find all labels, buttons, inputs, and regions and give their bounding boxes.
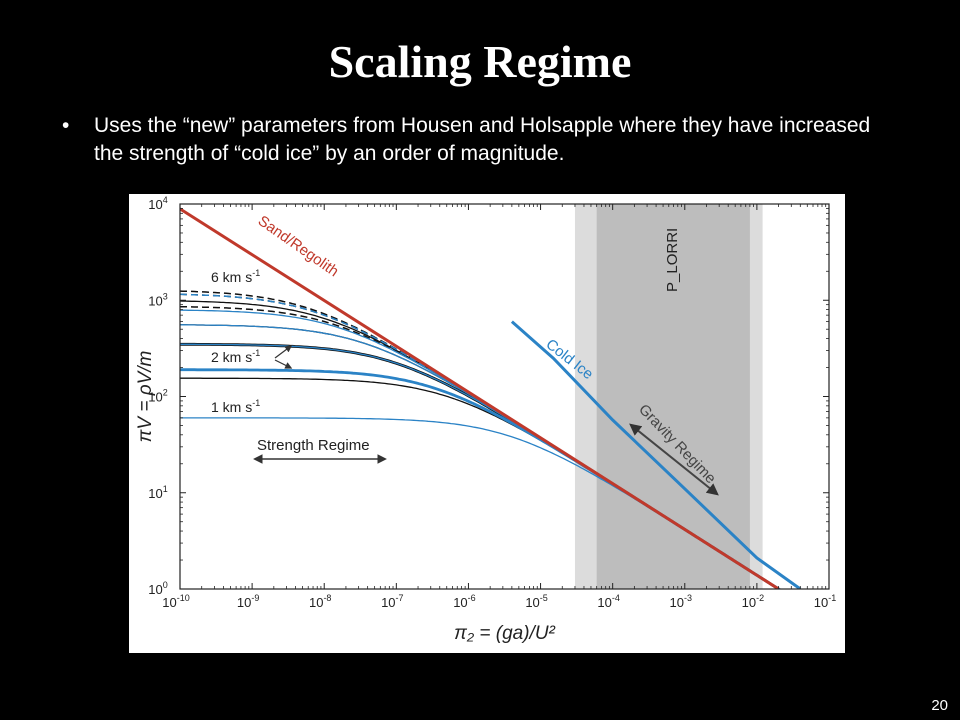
gravity-regime-arrow [629, 423, 719, 496]
y-tick-label: 102 [148, 388, 167, 405]
x-axis-label: π₂ = (ga)/U² [454, 623, 555, 644]
x-tick-label: 10-6 [453, 593, 475, 610]
x-tick-label: 10-2 [742, 593, 764, 610]
velocity-2-pointer-down [274, 359, 293, 369]
page-number: 20 [931, 697, 948, 714]
bullet-dot-icon: • [62, 114, 70, 137]
x-tick-label: 10-3 [670, 593, 692, 610]
slide-title: Scaling Regime [328, 36, 632, 87]
velocity-label-1: 1 km s-1 [211, 398, 260, 415]
x-tick-label: 10-8 [309, 593, 331, 610]
x-tick-label: 10-4 [597, 593, 619, 610]
bullet-point: • Uses the “new” parameters from Housen … [62, 112, 902, 168]
velocity-label-2: 2 km s-1 [211, 348, 260, 365]
x-tick-label: 10-7 [381, 593, 403, 610]
x-tick-label: 10-10 [162, 593, 189, 610]
scaling-chart: 10-10 10-9 10-8 10-7 10-6 10-5 10-4 10-3 10-2 10-… [129, 194, 845, 653]
y-tick-label: 103 [148, 291, 167, 308]
velocity-2-pointer-up [274, 345, 293, 359]
bullet-text: Uses the “new” parameters from Housen an… [94, 114, 871, 165]
y-tick-label: 104 [148, 195, 167, 212]
sand-regolith-label: Sand/Regolith [255, 212, 342, 280]
x-tick-label: 10-9 [237, 593, 259, 610]
y-tick-label: 101 [148, 484, 167, 501]
sand-regolith-line [180, 207, 780, 589]
strength-regime-label: Strength Regime [257, 437, 370, 454]
p-lorri-label: P_LORRI [664, 228, 681, 292]
y-tick-label: 100 [148, 580, 167, 597]
y-axis-label: πV = ρV/m [135, 351, 156, 443]
chart-svg: 10-10 10-9 10-8 10-7 10-6 10-5 10-4 10-3 10-2 10-… [135, 195, 836, 644]
velocity-label-6: 6 km s-1 [211, 268, 260, 285]
x-tick-label: 10-1 [814, 593, 836, 610]
x-tick-label: 10-5 [525, 593, 547, 610]
